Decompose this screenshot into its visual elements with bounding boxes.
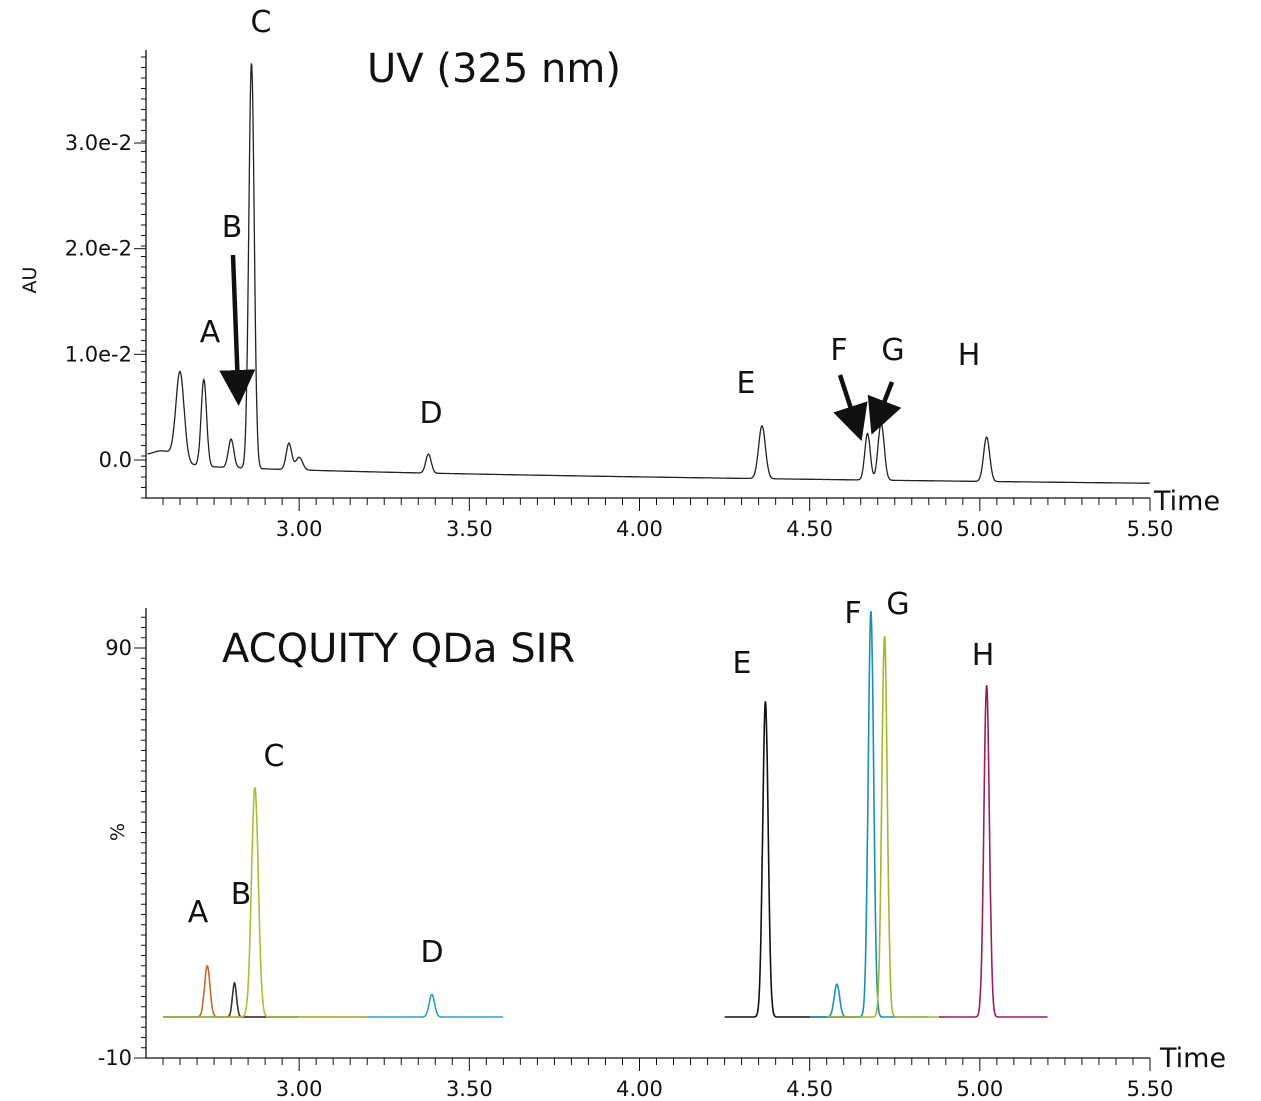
sir-x-tick-label: 3.00 — [276, 1077, 323, 1101]
uv-x-tick-label: 5.00 — [956, 517, 1003, 541]
sir-x-tick-label: 3.50 — [446, 1077, 493, 1101]
sir-traces — [163, 611, 1048, 1018]
uv-x-tick-label: 4.50 — [786, 517, 833, 541]
uv-arrow-g — [867, 381, 902, 435]
uv-arrow-b — [219, 254, 256, 406]
sir-x-tick-label: 5.50 — [1127, 1077, 1174, 1101]
uv-peak-label-b: B — [222, 210, 243, 245]
sir-peak-label-a: A — [188, 895, 209, 930]
uv-x-tick-label: 5.50 — [1127, 517, 1174, 541]
sir-x-tick-label: 5.00 — [956, 1077, 1003, 1101]
sir-axes — [134, 608, 1151, 1071]
sir-x-tick-label: 4.00 — [616, 1077, 663, 1101]
uv-panel-title: UV (325 nm) — [367, 46, 621, 92]
uv-peak-label-h: H — [958, 338, 981, 373]
sir-panel: ACQUITY QDa SIR % Time -10 90 3.00 3.50 4.00… — [98, 587, 1226, 1101]
uv-x-axis-title: Time — [1153, 486, 1220, 517]
sir-trace-e — [724, 701, 861, 1018]
uv-peak-label-g: G — [881, 333, 904, 368]
uv-arrow-f — [833, 374, 868, 442]
uv-y-tick-label: 0.0 — [99, 448, 132, 472]
sir-peak-label-f: F — [844, 596, 861, 631]
uv-y-tick-label: 3.0e-2 — [65, 131, 132, 155]
sir-peak-label-g: G — [886, 587, 909, 622]
sir-trace-d — [367, 993, 504, 1018]
uv-peak-arrows — [219, 254, 902, 442]
uv-x-tick-label: 3.50 — [446, 517, 493, 541]
uv-x-tick-label: 4.00 — [616, 517, 663, 541]
sir-y-tick-label: -10 — [98, 1046, 132, 1070]
sir-peak-label-h: H — [972, 638, 995, 673]
uv-panel: UV (325 nm) AU Time 0.0 1.0e-2 2.0e-2 3.0e-… — [19, 5, 1220, 541]
sir-peak-label-e: E — [733, 646, 752, 681]
uv-peak-label-c: C — [251, 5, 272, 40]
sir-ticks: -10 90 3.00 3.50 4.00 4.50 5.00 5.50 — [98, 636, 1174, 1101]
sir-peak-label-b: B — [231, 877, 252, 912]
uv-peak-label-d: D — [419, 396, 442, 431]
uv-trace-line — [147, 63, 1150, 484]
uv-x-tick-label: 3.00 — [276, 517, 323, 541]
sir-peak-labels: AB C D E F G H — [188, 587, 995, 970]
sir-peak-label-c: C — [264, 739, 285, 774]
uv-peak-labels: A B C D E F G H — [200, 5, 981, 431]
uv-peak-label-e: E — [737, 366, 756, 401]
uv-axes — [134, 50, 1151, 511]
sir-x-tick-label: 4.50 — [786, 1077, 833, 1101]
sir-trace-h — [939, 685, 1048, 1018]
sir-trace-f — [809, 611, 929, 1018]
sir-trace-g — [826, 635, 946, 1018]
sir-y-tick-label: 90 — [105, 636, 132, 660]
uv-ticks: 0.0 1.0e-2 2.0e-2 3.0e-2 3.00 3.50 4.00 4.50 5.0… — [65, 131, 1174, 541]
uv-y-tick-label: 2.0e-2 — [65, 237, 132, 261]
sir-trace-a — [163, 964, 368, 1018]
sir-y-axis-title: % — [107, 823, 129, 841]
uv-y-axis-title: AU — [19, 267, 41, 294]
uv-peak-label-a: A — [200, 315, 221, 350]
sir-peak-label-d: D — [420, 935, 443, 970]
sir-panel-title: ACQUITY QDa SIR — [222, 626, 575, 672]
uv-y-tick-label: 1.0e-2 — [65, 342, 132, 366]
sir-x-axis-title: Time — [1159, 1043, 1226, 1074]
sir-trace-c — [163, 787, 368, 1018]
uv-peak-label-f: F — [830, 333, 847, 368]
sir-trace-b — [163, 981, 299, 1018]
